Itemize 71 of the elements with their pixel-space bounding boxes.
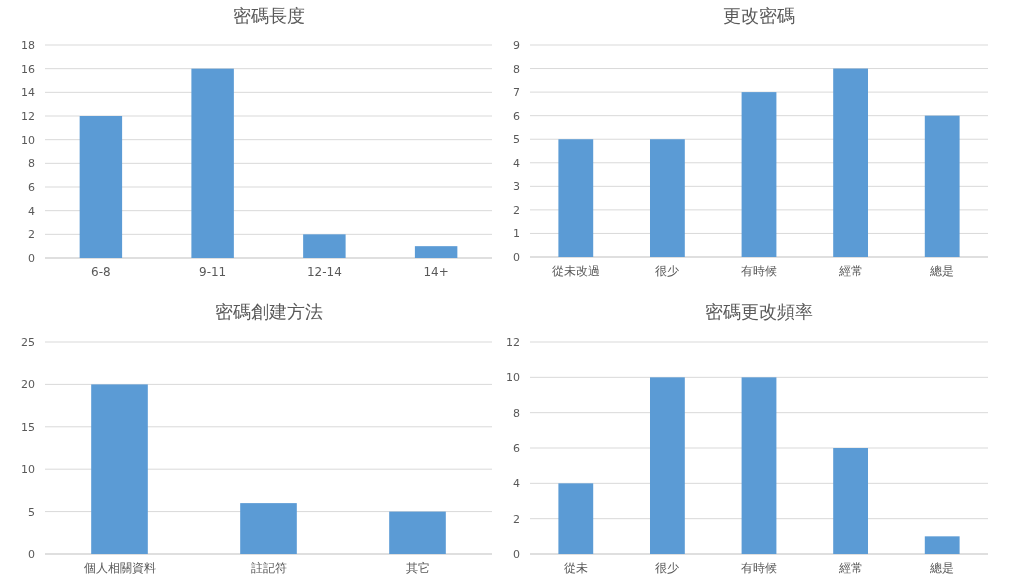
bar [924,115,960,257]
x-tick-label: 經常 [837,264,863,278]
y-tick-label: 7 [513,86,520,100]
bar [833,68,868,257]
y-tick-label: 6 [28,181,35,194]
bar [924,536,960,554]
x-tick-label: 個人相關資料 [83,561,156,575]
chart-title: 密碼更改頻率 [705,301,813,322]
bar [191,68,234,258]
y-tick-label: 0 [28,548,35,561]
y-tick-label: 0 [513,251,520,264]
y-tick-label: 2 [28,228,35,242]
chart-title: 更改密碼 [723,5,795,26]
y-tick-label: 2 [513,512,520,526]
x-tick-label: 總是 [929,264,955,278]
y-tick-label: 6 [513,109,520,123]
y-tick-label: 3 [513,180,520,194]
y-tick-label: 5 [28,505,35,519]
y-tick-label: 4 [513,477,520,491]
y-tick-label: 16 [21,62,35,76]
x-tick-label: 9-11 [199,265,227,279]
bar [650,377,685,554]
y-tick-label: 8 [513,62,520,76]
y-tick-label: 10 [21,133,35,147]
y-tick-label: 0 [28,252,35,265]
chart-title: 密碼長度 [232,5,305,26]
y-tick-label: 2 [513,203,520,217]
x-tick-label: 從未 [563,561,588,575]
x-tick-label: 12-14 [306,265,342,279]
bar [79,116,123,258]
bar [741,377,777,554]
y-tick-label: 9 [513,39,520,52]
y-tick-label: 6 [513,442,520,455]
chart-title: 密碼創建方法 [214,301,323,322]
x-tick-label: 有時候 [741,561,777,575]
y-tick-label: 8 [513,406,520,420]
x-tick-label: 總是 [929,561,955,575]
bar [558,139,594,257]
x-tick-label: 經常 [837,561,863,575]
x-tick-label: 其它 [405,561,430,575]
y-tick-label: 0 [513,548,520,561]
bar [558,483,594,554]
x-tick-label: 很少 [655,264,680,278]
y-tick-label: 14 [21,86,35,100]
y-tick-label: 25 [21,336,35,349]
bar [650,139,685,257]
bar [240,503,297,554]
y-tick-label: 4 [28,204,35,218]
y-tick-label: 18 [21,39,35,52]
y-tick-label: 1 [513,227,520,241]
y-tick-label: 15 [21,420,35,434]
y-tick-label: 10 [21,463,35,477]
x-tick-label: 有時候 [741,264,777,278]
y-tick-label: 8 [28,157,35,171]
y-tick-label: 12 [506,336,520,349]
bar [389,511,446,554]
y-tick-label: 10 [506,371,520,385]
x-tick-label: 6-8 [91,265,111,279]
x-tick-label: 14+ [423,265,449,279]
y-tick-label: 5 [513,133,520,147]
bar [91,384,148,554]
bar [833,448,868,554]
bar [414,246,458,258]
bar [303,234,346,258]
x-tick-label: 從未改過 [551,264,600,278]
y-tick-label: 4 [513,156,520,170]
x-tick-label: 註記符 [250,561,287,575]
y-tick-label: 12 [21,110,35,123]
bar [741,92,777,257]
y-tick-label: 20 [21,378,35,392]
x-tick-label: 很少 [655,561,680,575]
